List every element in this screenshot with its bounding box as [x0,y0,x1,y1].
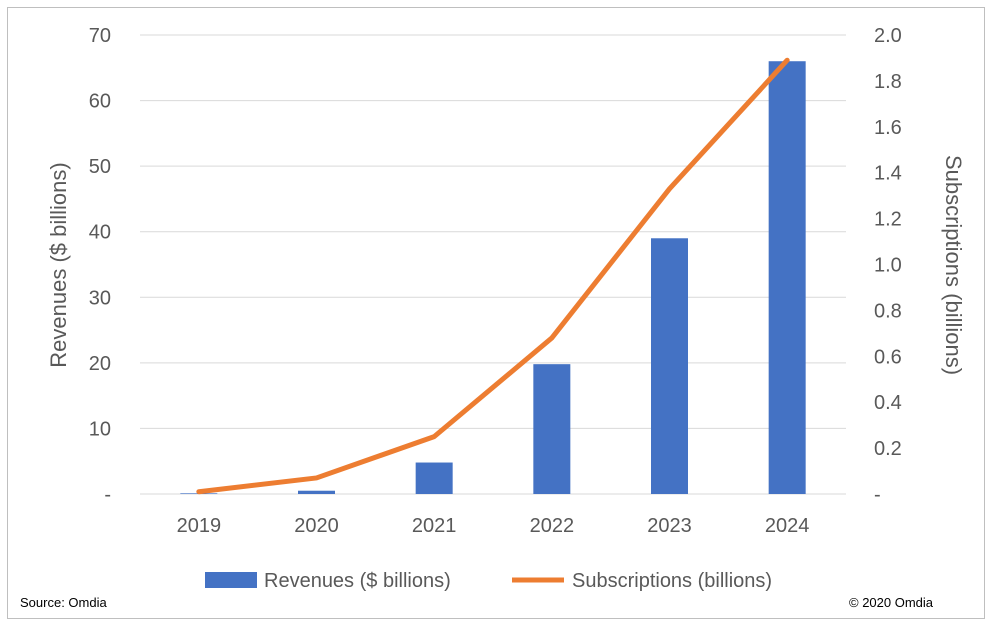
legend-swatch-revenues [205,572,257,588]
right-tick-label: 1.0 [874,255,902,277]
right-tick-label: 1.2 [874,209,902,231]
right-tick-label: 0.8 [874,300,902,322]
subscriptions-line-path [196,57,790,495]
left-axis-title: Revenues ($ billions) [46,162,71,367]
right-tick-label: 0.6 [874,346,902,368]
left-tick-label: 10 [89,418,111,440]
left-axis-ticks: - 10 20 30 40 50 60 70 [89,25,111,506]
right-tick-label: 2.0 [874,25,902,47]
left-tick-label: 50 [89,156,111,178]
revenue-bar [533,364,571,494]
right-tick-label: - [874,484,881,506]
x-tick-label: 2021 [412,515,457,537]
left-tick-label: 20 [89,353,111,375]
x-tick-label: 2023 [647,515,692,537]
right-axis-title: Subscriptions (billions) [941,155,966,375]
right-tick-label: 0.4 [874,392,902,414]
left-tick-label: 60 [89,91,111,113]
revenue-bars [180,61,806,494]
x-tick-label: 2019 [177,515,222,537]
subscriptions-line [196,57,790,495]
left-tick-label: 40 [89,222,111,244]
revenue-bar [651,238,688,494]
revenue-bar [415,462,453,494]
x-tick-label: 2024 [765,515,810,537]
x-tick-label: 2020 [294,515,339,537]
left-tick-label: - [104,484,111,506]
gridlines [140,34,846,495]
left-tick-label: 30 [89,287,111,309]
right-tick-label: 1.4 [874,163,902,185]
revenue-bar [768,61,806,494]
x-tick-label: 2022 [530,515,575,537]
legend: Revenues ($ billions) Subscriptions (bil… [205,570,772,592]
right-axis-ticks: - 0.2 0.4 0.6 0.8 1.0 1.2 1.4 1.6 1.8 2.0 [874,25,902,506]
legend-label-revenues: Revenues ($ billions) [264,570,451,592]
chart-frame [7,7,985,619]
source-note: Source: Omdia [20,595,107,610]
left-tick-label: 70 [89,25,111,47]
right-tick-label: 0.2 [874,438,902,460]
right-tick-label: 1.8 [874,71,902,93]
revenue-bar [298,490,335,494]
copyright-note: © 2020 Omdia [849,595,934,610]
legend-label-subscriptions: Subscriptions (billions) [572,570,772,592]
right-tick-label: 1.6 [874,117,902,139]
x-axis-ticks: 2019 2020 2021 2022 2023 2024 [177,515,810,537]
